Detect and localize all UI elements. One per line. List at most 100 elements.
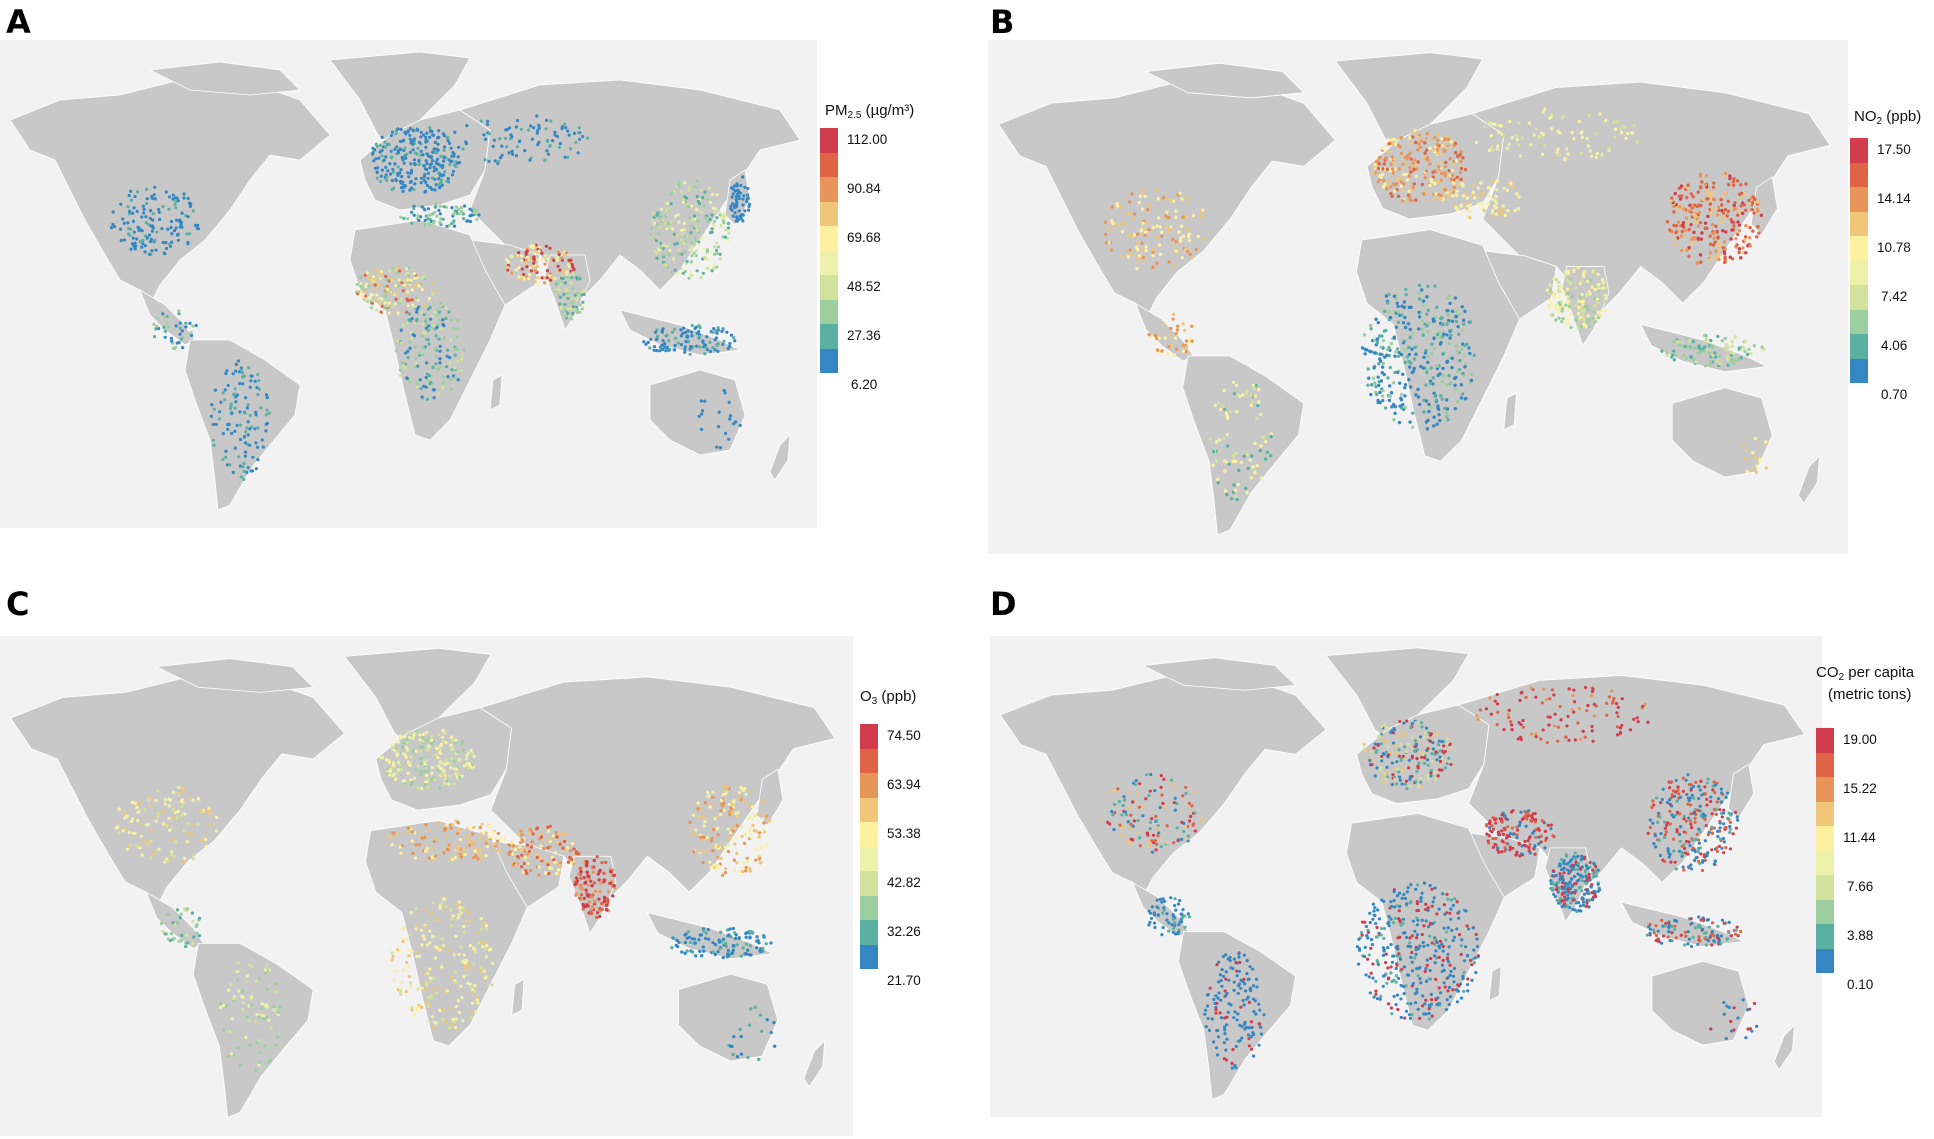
land-mass [1651,960,1750,1046]
land-mass [9,79,331,306]
legend-swatch [820,226,838,251]
legend-swatch [1816,777,1834,802]
legend-tick-label: 53.38 [887,826,921,841]
land-mass [1798,454,1821,505]
legend-tick-label: 4.06 [1881,338,1908,353]
legend-swatch [860,822,878,847]
legend-swatch [860,773,878,798]
land-mass [999,675,1327,898]
land-mass [1355,229,1521,462]
legend-swatch [1816,801,1834,826]
legend-tick-label: 90.84 [847,181,881,196]
world-map-svg [9,647,836,1119]
legend-tick-label: 63.94 [887,777,921,792]
legend-swatch [820,299,838,324]
legend-swatch [1816,875,1834,900]
world-map-co2 [990,636,1822,1117]
legend-swatch [1816,899,1834,924]
land-mass [1471,81,1831,315]
legend-swatch [1850,162,1868,187]
land-mass [1144,62,1305,99]
world-map-svg [999,647,1806,1100]
legend-tick-label: 17.50 [1877,142,1911,157]
legend-color-bar [860,724,878,969]
legend-swatch [1816,948,1834,973]
land-mass [1134,302,1194,362]
legend-tick-label: 0.70 [1881,387,1908,402]
land-mass [148,61,301,96]
legend-color-bar [1816,728,1834,973]
world-map-no2 [988,40,1848,554]
station-dots [1100,685,1759,1070]
legend-tick-label: 48.52 [847,279,881,294]
legend-tick-label: 19.00 [1843,732,1877,747]
legend-swatch [1850,236,1868,261]
land-mass [1750,176,1778,236]
legend-swatch [1816,728,1834,753]
land-mass [459,79,801,301]
legend-title: PM2.5 (µg/m³) [825,102,915,121]
land-mass [479,676,836,903]
legend-swatch [1850,309,1868,334]
legend-swatch [860,871,878,896]
land-mass [756,768,784,827]
legend-swatch [860,724,878,749]
legend-swatch [860,944,878,969]
panel-c: C O3 (ppb) 74.50 63.94 53.38 42.82 32.26 21.7… [0,580,960,1139]
land-mass [646,912,775,960]
land-mass [649,369,746,456]
panel-d: D CO2 per capita (metric tons) 19.00 15.2… [980,580,1934,1139]
legend-swatch [820,177,838,202]
legend-swatch [1850,358,1868,383]
land-mass [1727,763,1755,819]
legend-swatch [1850,211,1868,236]
panel-a: A PM2.5 (µg/m³) 112.00 90.84 69.68 48.52 27.… [0,0,960,560]
legend-tick-label: 6.20 [851,377,878,392]
land-mass [184,339,301,511]
legend-swatch [860,846,878,871]
land-mass [511,978,525,1016]
legend-tick-label: 112.00 [847,132,888,147]
land-mass [192,942,314,1119]
legend-tick-label: 7.42 [1881,289,1908,304]
world-map-o3 [0,636,853,1136]
land-mass [769,433,791,481]
legend-swatch [820,152,838,177]
legend-title: CO2 per capita [1816,664,1915,683]
land-mass [1131,881,1190,938]
legend-swatch [820,324,838,349]
legend-tick-label: 14.14 [1877,191,1911,206]
legend-swatch [1850,187,1868,212]
land-mass [997,81,1336,320]
legend-tick-label: 15.22 [1843,781,1877,796]
legend-title-line2: (metric tons) [1828,686,1912,703]
legend-tick-label: 74.50 [887,728,921,743]
land-mass [489,374,503,411]
legend-tick-label: 7.66 [1847,879,1874,894]
legend-swatch [1850,138,1868,163]
panel-letter-c: C [6,585,30,623]
legend-swatch [1816,752,1834,777]
legend-swatch [820,275,838,300]
land-mass [364,820,528,1047]
legend-swatch [1816,826,1834,851]
land-mass [1177,931,1296,1100]
world-map-pm25 [0,40,817,528]
land-mass [155,658,315,693]
legend-tick-label: 21.70 [887,973,921,988]
land-mass [1773,1024,1795,1071]
legend-tick-label: 10.78 [1877,240,1911,255]
legend-swatch [860,748,878,773]
legend-swatch [1850,285,1868,310]
legend-title: NO2 (ppb) [1854,108,1922,127]
legend-swatch [1816,850,1834,875]
legend-tick-label: 3.88 [1847,928,1874,943]
legend-tick-label: 27.36 [847,328,881,343]
legend-color-bar [1850,138,1868,383]
world-map-svg [997,52,1831,536]
land-mass [1141,657,1297,691]
legend-swatch [820,348,838,373]
legend-title: O3 (ppb) [860,688,917,707]
world-map-svg [9,51,801,511]
legend-swatch [1850,334,1868,359]
